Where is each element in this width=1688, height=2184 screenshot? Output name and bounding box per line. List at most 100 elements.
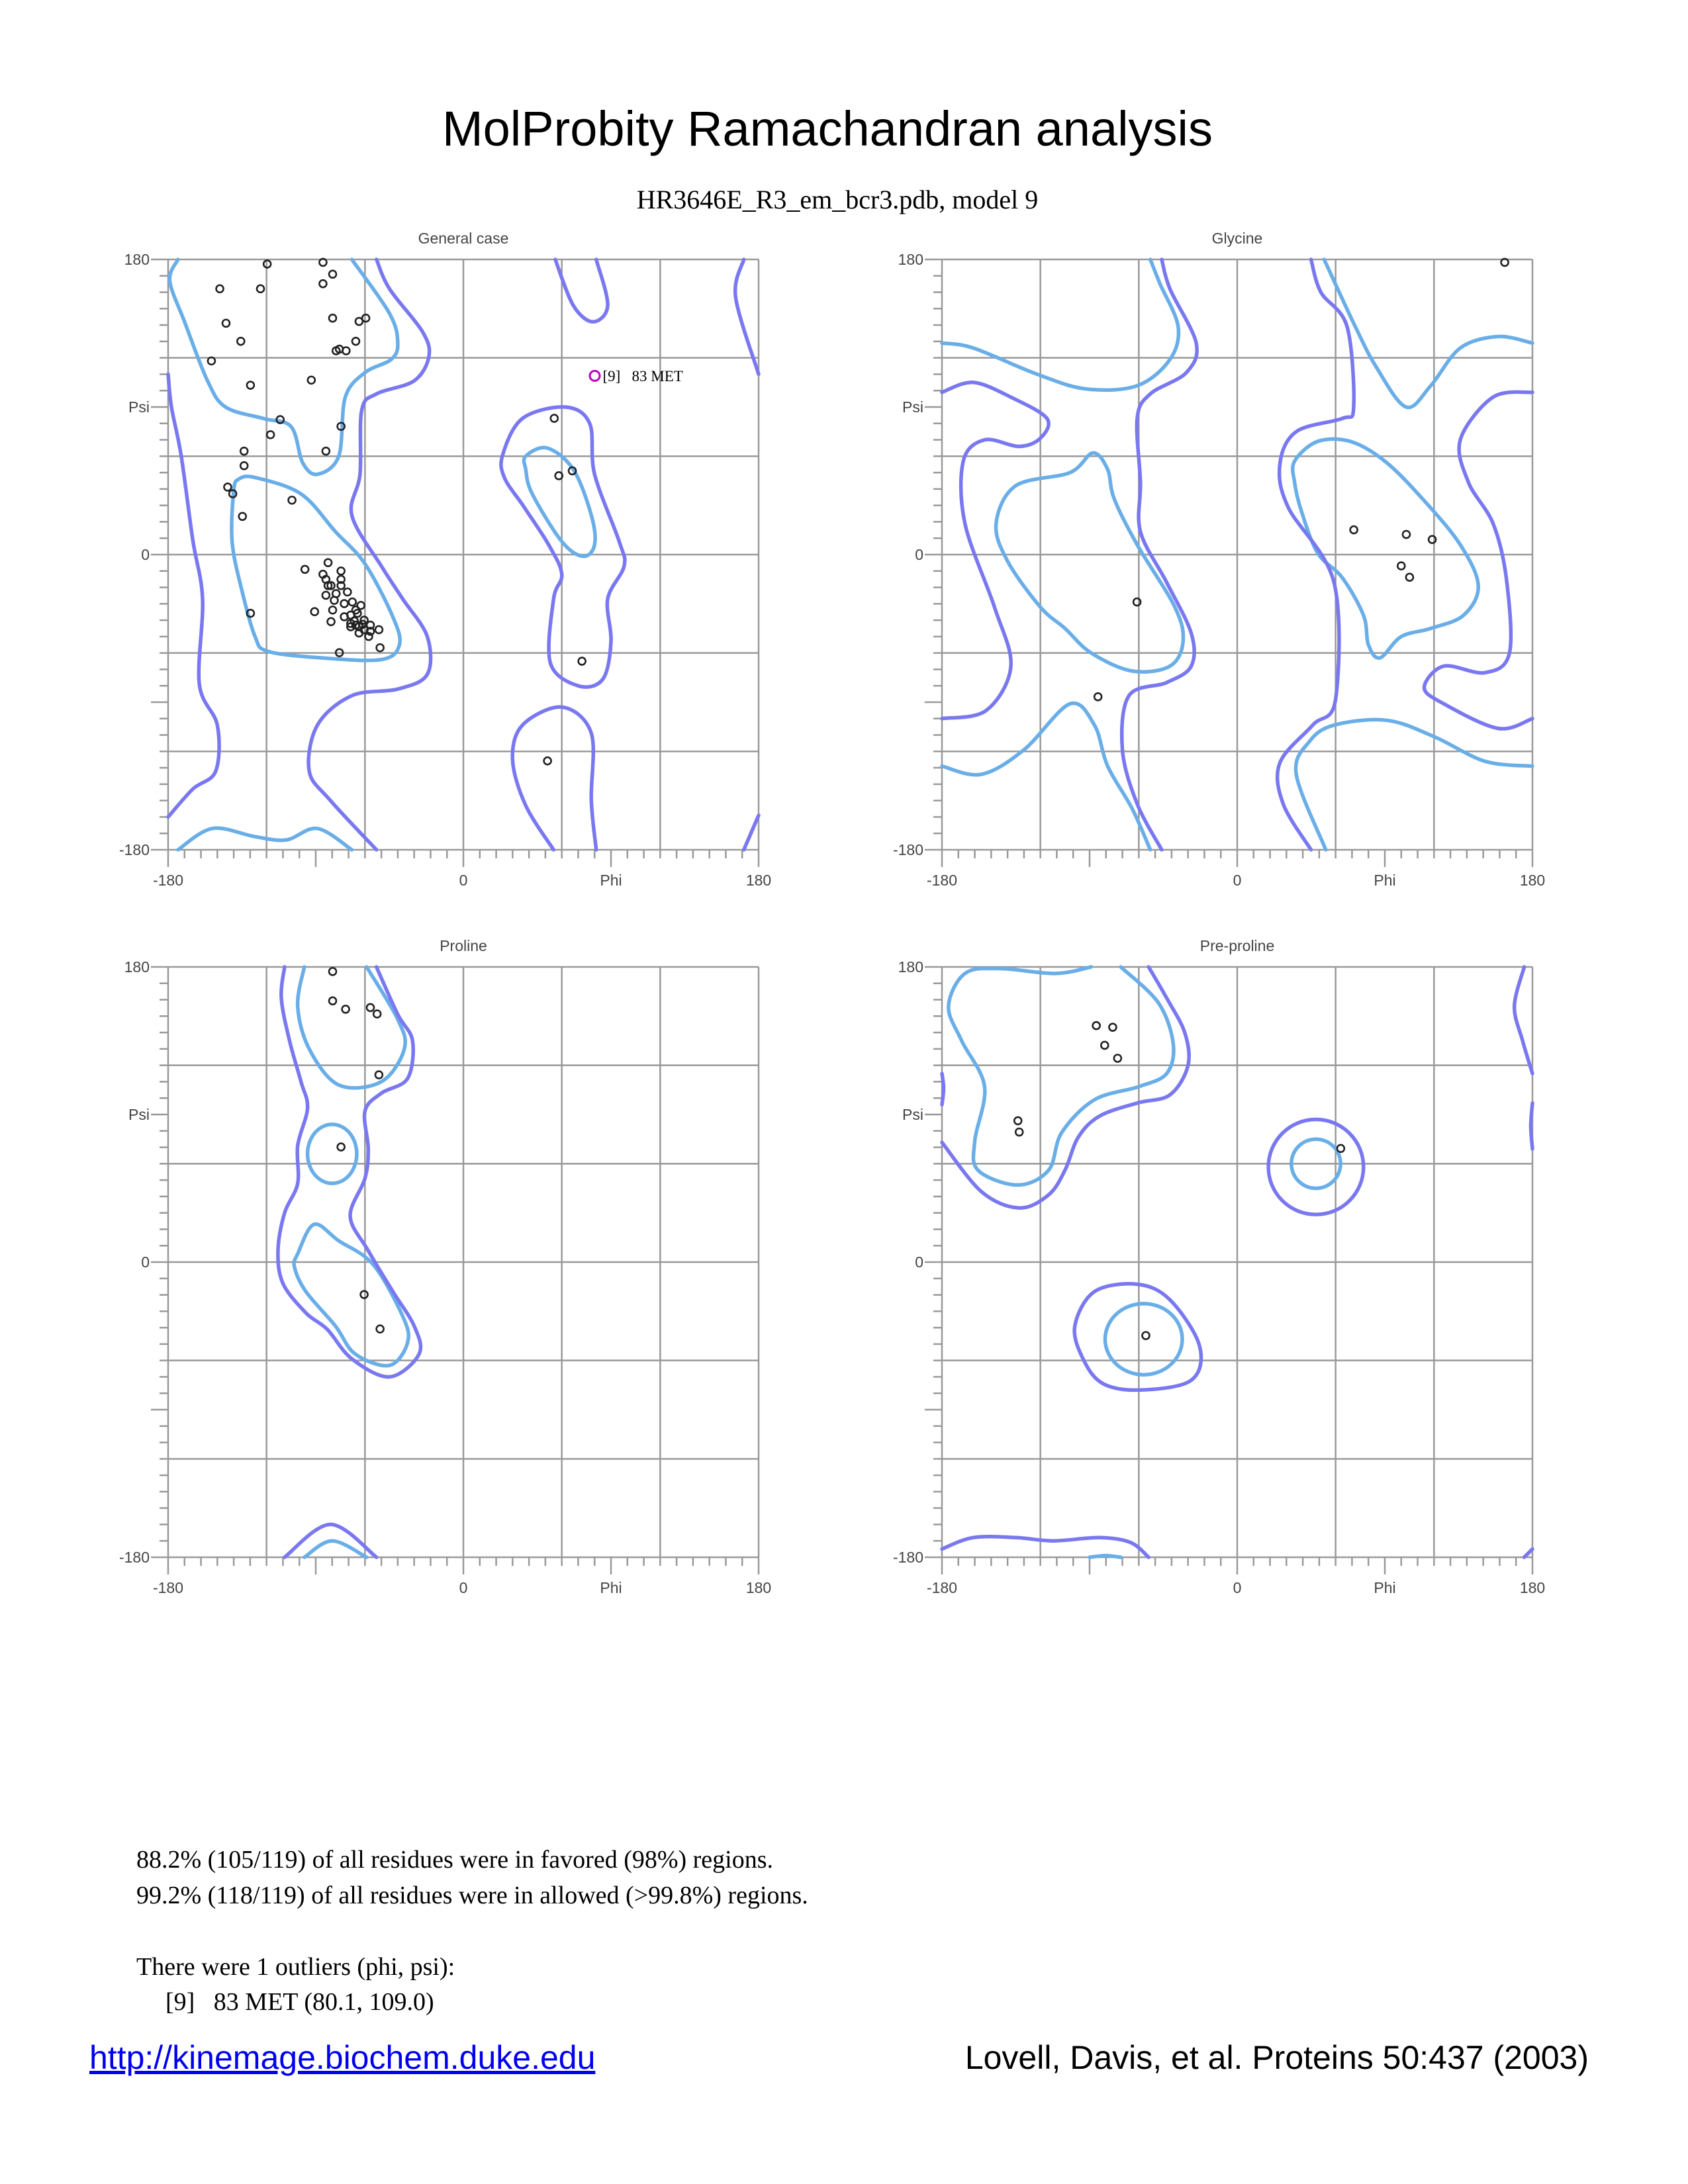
data-point [365, 1003, 375, 1013]
data-point [549, 414, 559, 423]
allowed-region-contour [733, 257, 761, 377]
data-point [359, 615, 369, 625]
y-tick-label: 180 [898, 958, 923, 976]
data-point [359, 1290, 369, 1299]
allowed-region-contour [1266, 1117, 1366, 1216]
outlier-line: [9] 83 MET (80.1, 109.0) [165, 1988, 434, 2016]
plot-title: Glycine [1212, 230, 1263, 247]
data-point [336, 574, 346, 584]
data-point [265, 430, 275, 439]
plot-title: General case [418, 230, 509, 247]
data-point [310, 607, 320, 617]
data-point [554, 471, 564, 480]
y-tick-label: 0 [141, 1253, 150, 1271]
citation: Lovell, Davis, et al. Proteins 50:437 (2… [964, 2039, 1589, 2076]
plot-glycine: Glycine 180 0 -180 Psi -180 0 180 Phi [893, 230, 1545, 889]
data-point [236, 336, 246, 346]
favored-region-contour [940, 701, 1152, 852]
x-tick-label: 0 [459, 872, 468, 889]
x-tick-label: 180 [746, 872, 771, 889]
page-title: MolProbity Ramachandran analysis [442, 101, 1213, 156]
data-point [1014, 1127, 1024, 1137]
x-axis-label: Phi [1374, 1579, 1395, 1596]
allowed-region-contour [1528, 1101, 1534, 1151]
favored-region-contour [302, 1539, 369, 1559]
x-tick-label: -180 [153, 1579, 183, 1596]
data-point [1093, 692, 1103, 702]
allowed-region-contour [283, 1522, 379, 1559]
plot-title: Proline [440, 937, 487, 954]
x-tick-label: -180 [927, 1579, 957, 1596]
data-point [1013, 1116, 1023, 1126]
data-point [1349, 525, 1358, 535]
data-point [1092, 1021, 1101, 1030]
data-point [215, 284, 224, 294]
x-tick-label: 180 [1520, 872, 1545, 889]
y-tick-label: 180 [124, 958, 150, 976]
y-tick-label: 0 [915, 546, 923, 563]
data-point [1108, 1023, 1117, 1032]
data-point [328, 313, 338, 323]
favored-summary: 88.2% (105/119) of all residues were in … [136, 1846, 774, 1874]
allowed-region-contour [553, 257, 610, 324]
favored-region-contour [176, 826, 354, 852]
data-point [348, 597, 357, 607]
data-point [328, 605, 338, 615]
data-point [1132, 597, 1142, 607]
favored-region-contour [230, 475, 402, 662]
favored-region-contour [305, 1122, 359, 1185]
data-point [1405, 572, 1415, 582]
data-point [343, 587, 352, 597]
data-point [1113, 1054, 1123, 1063]
data-point [375, 643, 385, 653]
data-point [356, 601, 365, 610]
data-point [341, 1005, 350, 1014]
allowed-region-contour [1522, 1547, 1534, 1559]
y-tick-label: -180 [119, 841, 150, 858]
y-tick-label: 0 [915, 1253, 923, 1271]
data-point [361, 313, 371, 323]
data-point [1396, 561, 1406, 570]
favored-region-contour [1290, 437, 1480, 660]
favored-region-contour [947, 965, 1176, 1187]
favored-region-contour [1088, 1553, 1123, 1559]
data-point [365, 627, 375, 636]
plot-title: Pre-proline [1200, 937, 1275, 954]
favored-region-contour [522, 445, 597, 559]
allowed-region-contour [1512, 965, 1534, 1075]
allowed-region-contour [940, 381, 1051, 721]
data-point [1141, 1331, 1150, 1340]
data-point [246, 608, 256, 618]
x-tick-label: 180 [746, 1579, 771, 1596]
allowed-region-contour [741, 813, 761, 852]
y-tick-label: -180 [893, 1549, 923, 1566]
y-tick-label: 180 [124, 251, 150, 268]
data-point [318, 257, 328, 267]
x-tick-label: -180 [927, 872, 957, 889]
data-point [306, 375, 316, 385]
kinemage-link[interactable]: http://kinemage.biochem.duke.edu [89, 2039, 596, 2076]
plot-pre-proline: Pre-proline 180 0 -180 Psi -180 0 180 Phi [893, 937, 1545, 1596]
allowed-region-contour [940, 1535, 1150, 1559]
outlier-label: [9] 83 MET [602, 368, 682, 385]
data-point [207, 356, 216, 366]
y-axis-label: Psi [902, 398, 923, 416]
page-subtitle: HR3646E_R3_em_bcr3.pdb, model 9 [636, 185, 1039, 214]
data-point [330, 596, 339, 605]
data-point [300, 565, 310, 574]
plot-general-case: General case 180 0 -180 Psi -180 0 180 Phi [9] 83… [119, 230, 771, 889]
x-tick-label: 0 [459, 1579, 468, 1596]
data-point [287, 495, 297, 505]
allowed-region-contour [499, 405, 627, 689]
allowed-region-contour [1072, 1282, 1203, 1392]
data-point [321, 590, 331, 600]
favored-region-contour [994, 451, 1186, 674]
data-point [374, 625, 384, 635]
data-point [375, 1324, 385, 1334]
data-point [372, 1009, 382, 1019]
allowed-region-contour [306, 257, 433, 852]
y-axis-label: Psi [128, 398, 150, 416]
favored-region-contour [1293, 717, 1534, 852]
data-point [336, 566, 346, 576]
